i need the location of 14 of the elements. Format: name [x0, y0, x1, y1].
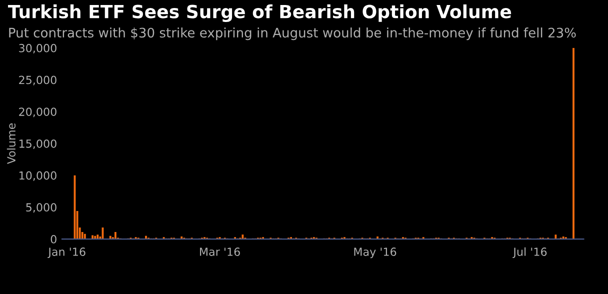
- y-axis-title: Volume: [6, 123, 16, 164]
- y-tick-label: 0: [50, 234, 56, 244]
- y-tick-label: 5,000: [26, 203, 56, 213]
- x-tick-label: Jan '16: [48, 248, 86, 258]
- y-tick-label: 15,000: [19, 139, 56, 149]
- y-tick-label: 10,000: [19, 171, 56, 181]
- x-tick-label: Mar '16: [200, 248, 240, 256]
- x-tick-label: May '16: [354, 248, 396, 258]
- y-tick-label: 25,000: [19, 76, 56, 86]
- chart-title: Turkish ETF Sees Surge of Bearish Option Volume: [8, 4, 512, 22]
- x-tick-label: Jul '16: [512, 247, 547, 258]
- y-tick-label: 20,000: [19, 108, 56, 118]
- chart-subtitle: Put contracts with $30 strike expiring in August would be in-the-money if fund fell 23%: [9, 27, 576, 40]
- y-tick-label: 30,000: [19, 44, 56, 54]
